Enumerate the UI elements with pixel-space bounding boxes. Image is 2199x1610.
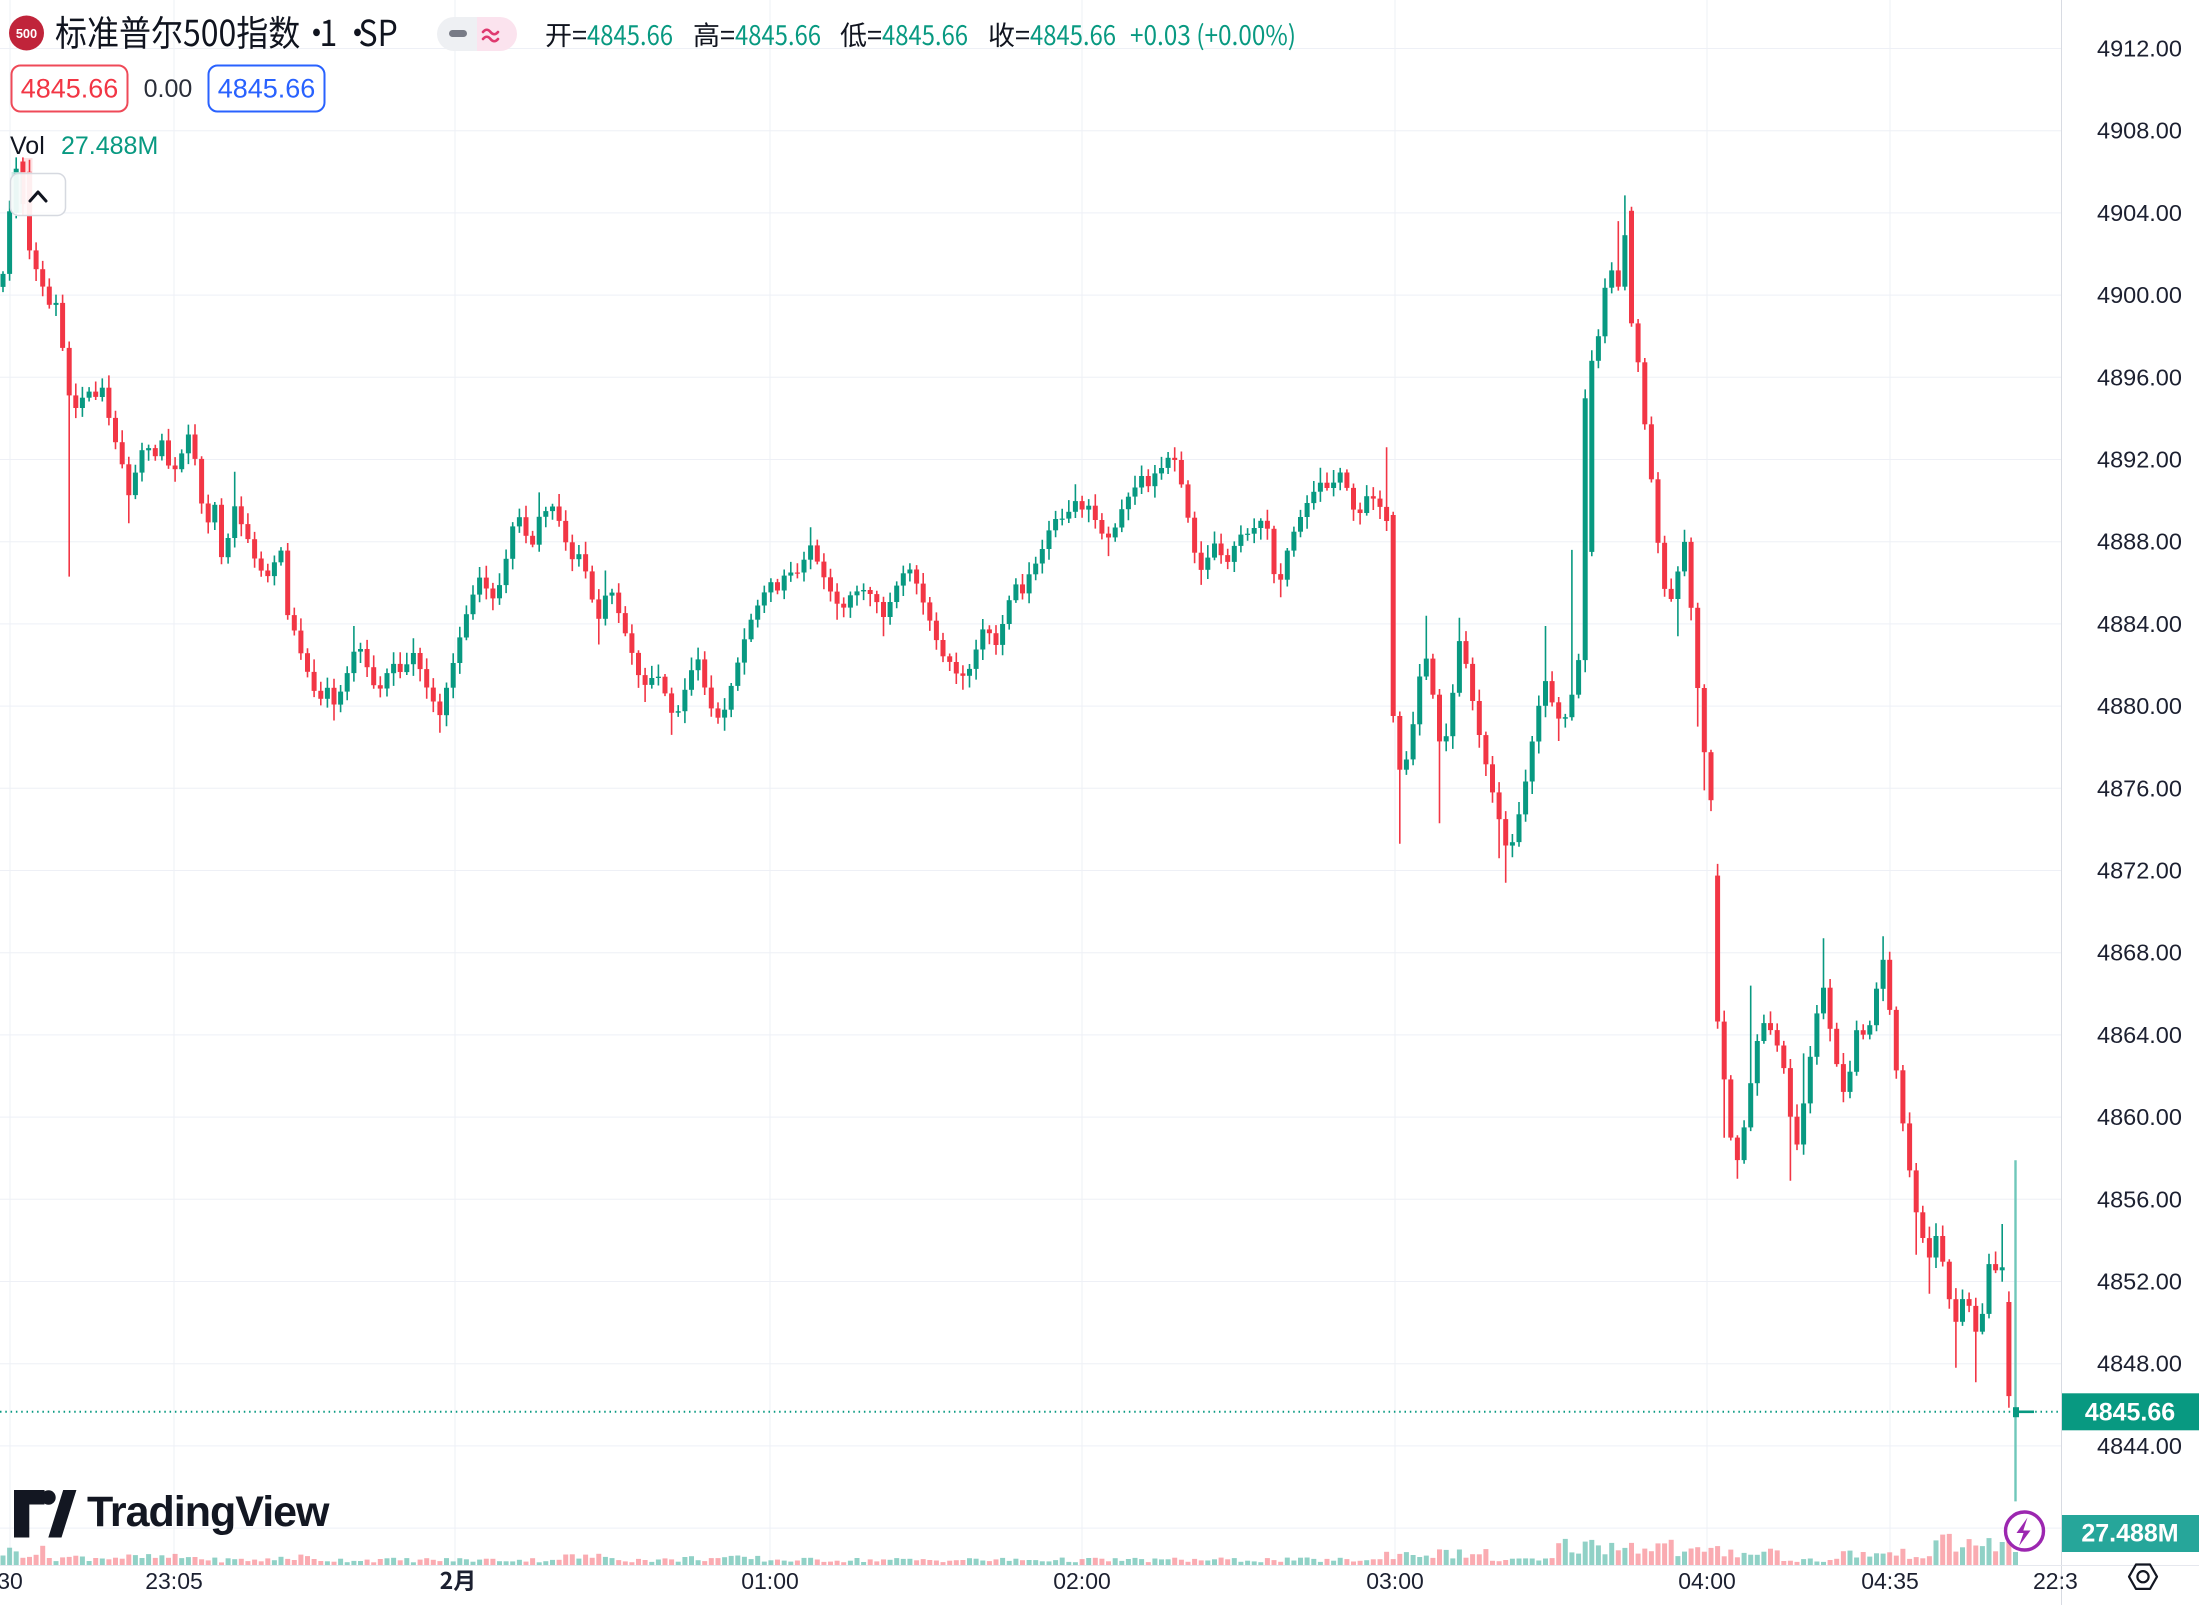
svg-text:4896.00: 4896.00 (2097, 364, 2182, 390)
svg-text:4888.00: 4888.00 (2097, 529, 2182, 555)
svg-text:4852.00: 4852.00 (2097, 1269, 2182, 1295)
svg-text:Vol: Vol (10, 132, 45, 160)
svg-text:4900.00: 4900.00 (2097, 282, 2182, 308)
svg-text:4876.00: 4876.00 (2097, 775, 2182, 801)
svg-text:4845.66: 4845.66 (2085, 1398, 2175, 1426)
svg-text:4884.00: 4884.00 (2097, 611, 2182, 637)
svg-text:27.488M: 27.488M (61, 132, 158, 160)
svg-text:4892.00: 4892.00 (2097, 447, 2182, 473)
svg-text:4872.00: 4872.00 (2097, 858, 2182, 884)
svg-text:4904.00: 4904.00 (2097, 200, 2182, 226)
svg-text:4856.00: 4856.00 (2097, 1186, 2182, 1212)
svg-text:500: 500 (16, 26, 37, 41)
svg-text:4912.00: 4912.00 (2097, 36, 2182, 62)
svg-text:04:00: 04:00 (1678, 1568, 1736, 1594)
svg-text:4868.00: 4868.00 (2097, 940, 2182, 966)
svg-text:4880.00: 4880.00 (2097, 693, 2182, 719)
svg-text:4864.00: 4864.00 (2097, 1022, 2182, 1048)
svg-text:23:05: 23:05 (145, 1568, 203, 1594)
svg-text:03:00: 03:00 (1366, 1568, 1424, 1594)
svg-text:4848.00: 4848.00 (2097, 1351, 2182, 1377)
svg-text:01:00: 01:00 (741, 1568, 799, 1594)
svg-text:4860.00: 4860.00 (2097, 1104, 2182, 1130)
svg-text:4844.00: 4844.00 (2097, 1433, 2182, 1459)
svg-text:4845.66: 4845.66 (218, 74, 316, 104)
svg-text:4908.00: 4908.00 (2097, 118, 2182, 144)
svg-text:27.488M: 27.488M (2081, 1520, 2178, 1548)
svg-text:TradingView: TradingView (87, 1488, 330, 1536)
svg-text:02:00: 02:00 (1053, 1568, 1111, 1594)
svg-text:0.00: 0.00 (144, 75, 193, 103)
svg-text:4845.66: 4845.66 (21, 74, 119, 104)
svg-text:22:3: 22:3 (2033, 1568, 2078, 1594)
svg-text:30: 30 (0, 1568, 23, 1594)
svg-text:04:35: 04:35 (1861, 1568, 1919, 1594)
